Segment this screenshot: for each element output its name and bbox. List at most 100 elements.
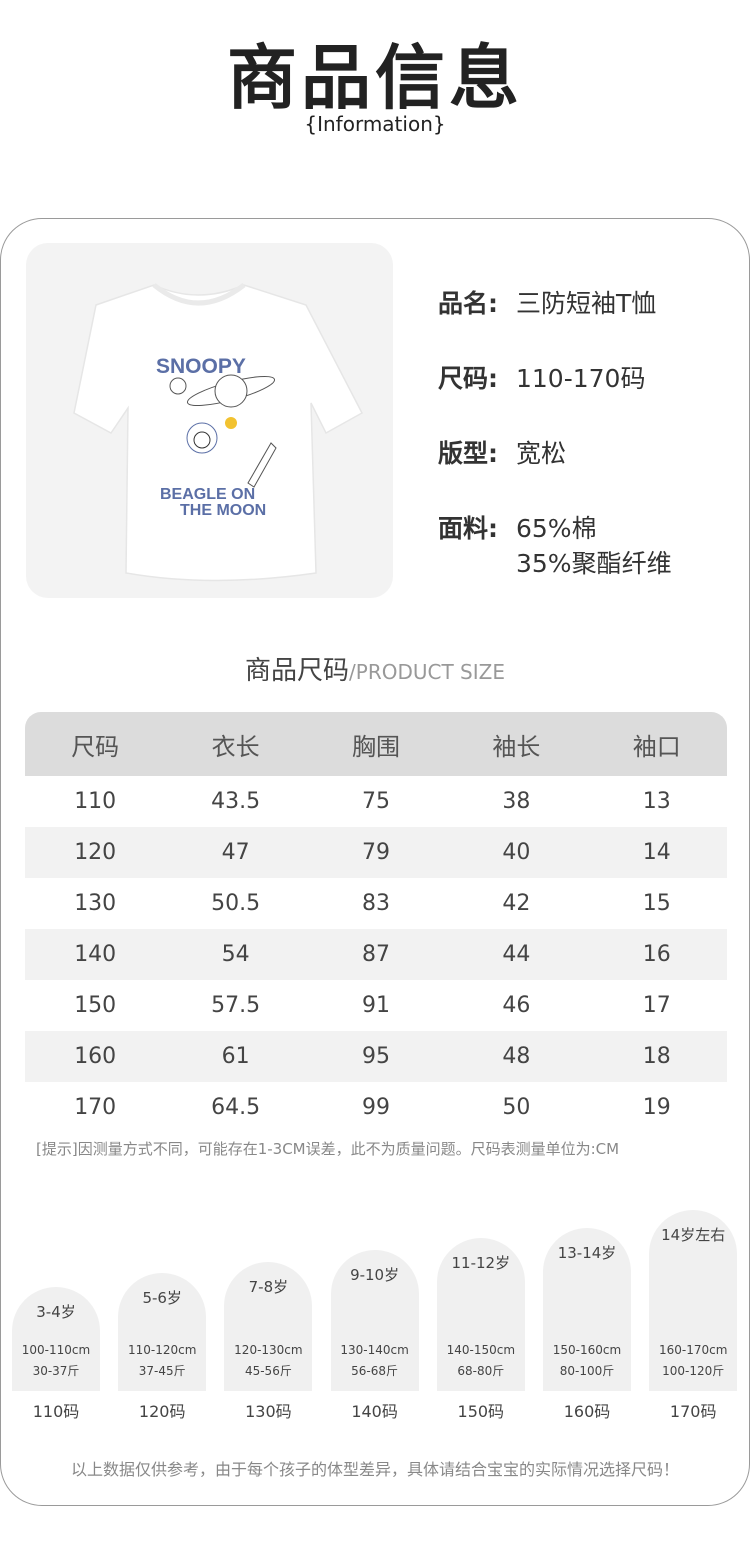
table-cell: 40	[502, 840, 531, 865]
size-code: 160码	[563, 1402, 611, 1421]
table-cell: 43.5	[211, 789, 261, 814]
field-value-size: 110-170码	[516, 364, 646, 393]
table-cell: 83	[361, 891, 390, 916]
table-cell: 160	[74, 1044, 117, 1069]
field-label-size: 尺码:	[438, 364, 498, 393]
size-title-en: /PRODUCT SIZE	[349, 660, 505, 684]
table-cell: 48	[502, 1044, 531, 1069]
weight-range: 45-56斤	[244, 1364, 292, 1378]
table-cell: 99	[361, 1095, 390, 1120]
footer-note: 以上数据仅供参考，由于每个孩子的体型差异，具体请结合宝宝的实际情况选择尺码！	[70, 1460, 679, 1479]
column-header: 尺码	[71, 732, 120, 761]
table-cell: 50.5	[211, 891, 261, 916]
column-header: 袖口	[632, 732, 681, 761]
table-cell: 170	[74, 1095, 117, 1120]
table-cell: 120	[74, 840, 117, 865]
height-range: 100-110cm	[21, 1343, 91, 1357]
age-guide-card: 11-12岁 140-150cm 68-80斤	[436, 1238, 525, 1391]
table-cell: 130	[74, 891, 117, 916]
height-range: 120-130cm	[234, 1343, 303, 1357]
table-cell: 61	[221, 1044, 250, 1069]
table-cell: 140	[74, 942, 117, 967]
weight-range: 68-80斤	[457, 1364, 505, 1378]
table-cell: 13	[642, 789, 671, 814]
field-value-fabric-2: 35%聚酯纤维	[516, 549, 672, 578]
table-cell: 46	[502, 993, 531, 1018]
age-range: 13-14岁	[557, 1244, 617, 1262]
table-header: 尺码 衣长 胸围 袖长 袖口	[25, 712, 727, 776]
print-line2: BEAGLE ON	[160, 486, 255, 503]
size-code: 130码	[245, 1402, 292, 1421]
size-code: 170码	[669, 1402, 717, 1421]
field-value-fit: 宽松	[516, 439, 567, 468]
field-label-fit: 版型:	[438, 439, 498, 468]
weight-range: 37-45斤	[138, 1364, 186, 1378]
print-line3: THE MOON	[180, 502, 266, 519]
table-row: 110 43.5 75 38 13	[25, 776, 727, 827]
page-title: 商品信息	[227, 37, 523, 119]
column-header: 衣长	[211, 732, 260, 761]
tshirt-shape	[73, 284, 364, 582]
table-cell: 47	[221, 840, 250, 865]
field-value-name: 三防短袖T恤	[516, 289, 657, 318]
column-header: 袖长	[492, 732, 541, 761]
table-row: 170 64.5 99 50 19	[25, 1082, 727, 1133]
table-cell: 15	[642, 891, 671, 916]
size-code: 120码	[138, 1402, 186, 1421]
table-cell: 54	[221, 942, 250, 967]
age-range: 3-4岁	[36, 1303, 76, 1321]
size-table: 尺码 衣长 胸围 袖长 袖口 110 43.5 75 38 13 120 47 79 40 14 130 50…	[25, 712, 727, 1133]
column-header: 胸围	[351, 732, 400, 761]
height-range: 140-150cm	[446, 1343, 516, 1357]
table-cell: 42	[502, 891, 531, 916]
age-guide-card: 14岁左右 160-170cm 100-120斤	[649, 1210, 738, 1391]
table-cell: 110	[74, 789, 117, 814]
size-title-cn: 商品尺码	[245, 656, 350, 686]
age-guide-card: 5-6岁 110-120cm 37-45斤	[118, 1273, 207, 1391]
measurement-tip: [提示]因测量方式不同，可能存在1-3CM误差，此不为质量问题。尺码表测量单位为…	[36, 1140, 620, 1158]
table-cell: 44	[502, 942, 531, 967]
page-subtitle: {Information}	[304, 112, 446, 136]
size-code: 140码	[351, 1402, 398, 1421]
table-cell: 14	[642, 840, 671, 865]
height-range: 110-120cm	[127, 1343, 197, 1357]
height-range: 150-160cm	[552, 1343, 622, 1357]
size-section-title: 商品尺码/PRODUCT SIZE	[0, 650, 750, 687]
age-guide-card: 9-10岁 130-140cm 56-68斤	[330, 1250, 419, 1391]
table-row: 120 47 79 40 14	[25, 827, 727, 878]
table-cell: 64.5	[211, 1095, 261, 1120]
field-label-name: 品名:	[438, 289, 498, 318]
table-cell: 17	[642, 993, 671, 1018]
product-image: SNOOPY BEAGLE ON THE MOON	[26, 243, 393, 598]
weight-range: 56-68斤	[351, 1364, 399, 1378]
age-guide-card: 3-4岁 100-110cm 30-37斤	[12, 1287, 100, 1391]
field-value-fabric: 65%棉	[516, 514, 597, 543]
table-cell: 75	[361, 789, 390, 814]
table-cell: 50	[502, 1095, 531, 1120]
table-cell: 79	[361, 840, 390, 865]
table-cell: 38	[502, 789, 531, 814]
age-guide-card: 13-14岁 150-160cm 80-100斤	[543, 1228, 631, 1391]
size-code: 110码	[32, 1402, 80, 1421]
table-cell: 91	[361, 993, 390, 1018]
height-range: 160-170cm	[658, 1343, 728, 1357]
age-range: 5-6岁	[142, 1289, 182, 1307]
size-code: 150码	[457, 1402, 505, 1421]
weight-range: 30-37斤	[32, 1364, 80, 1378]
table-cell: 87	[361, 942, 390, 967]
age-guide-card: 7-8岁 120-130cm 45-56斤	[224, 1262, 313, 1391]
table-row: 140 54 87 44 16	[25, 929, 727, 980]
table-cell: 150	[74, 993, 117, 1018]
age-range: 11-12岁	[451, 1254, 511, 1272]
table-cell: 95	[361, 1044, 390, 1069]
weight-range: 80-100斤	[559, 1364, 615, 1378]
table-row: 160 61 95 48 18	[25, 1031, 727, 1082]
table-cell: 18	[642, 1044, 671, 1069]
height-range: 130-140cm	[340, 1343, 409, 1357]
age-range: 14岁左右	[661, 1226, 726, 1244]
age-range: 9-10岁	[350, 1266, 400, 1284]
age-range: 7-8岁	[248, 1278, 289, 1296]
field-label-fabric: 面料:	[438, 514, 498, 543]
print-snoopy: SNOOPY	[156, 355, 246, 378]
table-row: 150 57.5 91 46 17	[25, 980, 727, 1031]
